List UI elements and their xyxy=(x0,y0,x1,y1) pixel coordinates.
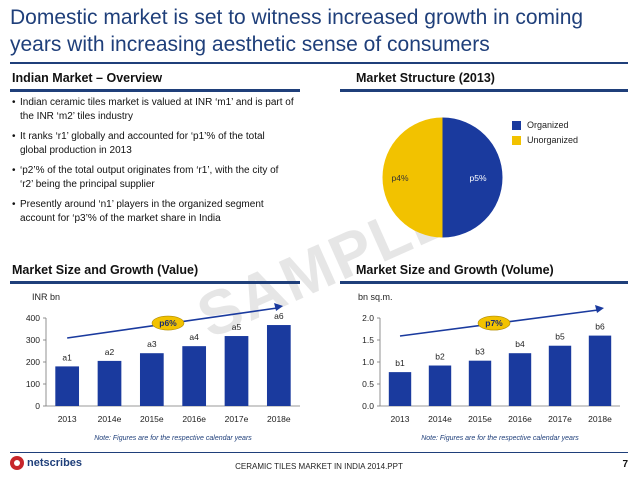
growth-arrow-head xyxy=(595,305,604,313)
legend-label-unorganized: Unorganized xyxy=(527,135,579,145)
volume-bar-chart: bn sq.m. 0.0 0.5 1.0 1.5 2.0 b1 2013 b2 2014e b3 20… xyxy=(358,292,620,442)
bar xyxy=(224,336,249,406)
y-tick-label: 0.5 xyxy=(362,379,374,389)
netscribes-logo: netscribes xyxy=(10,456,82,470)
bar-data-label: b2 xyxy=(435,352,445,362)
bullet-item: Presently around ‘n1’ players in the org… xyxy=(12,198,294,226)
overview-bullets: Indian ceramic tiles market is valued at… xyxy=(12,96,294,232)
x-tick-label: 2015e xyxy=(140,414,164,424)
legend-label-organized: Organized xyxy=(527,120,569,130)
y-tick-label: 200 xyxy=(26,357,40,367)
cagr-label: p6% xyxy=(159,318,177,328)
bar xyxy=(508,353,532,406)
structure-divider xyxy=(340,89,628,92)
bar xyxy=(468,360,492,406)
x-tick-label: 2016e xyxy=(182,414,206,424)
pie-slice-unorganized xyxy=(382,117,443,238)
value-heading: Market Size and Growth (Value) xyxy=(12,263,199,277)
page-number: 7 xyxy=(622,459,628,470)
y-tick-label: 0.0 xyxy=(362,401,374,411)
logo-text: netscribes xyxy=(27,457,83,469)
legend-item-organized: Organized xyxy=(512,120,578,130)
bar xyxy=(139,353,164,406)
bullet-item: It ranks ‘r1’ globally and accounted for… xyxy=(12,130,294,158)
bar xyxy=(182,346,207,406)
volume-heading: Market Size and Growth (Volume) xyxy=(356,263,554,277)
footer-divider xyxy=(10,452,628,453)
title-divider xyxy=(10,62,628,64)
bullet-item: ‘p2’% of the total output originates fro… xyxy=(12,164,294,192)
slide-title: Domestic market is set to witness increa… xyxy=(10,6,584,56)
cagr-badge xyxy=(151,315,185,331)
bar-data-label: a5 xyxy=(232,322,242,332)
bar-data-label: b5 xyxy=(555,332,565,342)
growth-arrow-head xyxy=(274,303,284,311)
x-tick-label: 2018e xyxy=(588,414,612,424)
unit-label: bn sq.m. xyxy=(358,292,393,302)
logo-icon xyxy=(10,456,24,470)
legend-item-unorganized: Unorganized xyxy=(512,135,578,145)
x-tick-label: 2016e xyxy=(508,414,532,424)
overview-heading: Indian Market – Overview xyxy=(12,71,163,85)
y-tick-label: 300 xyxy=(26,335,40,345)
pie-label-unorganized: p4% xyxy=(391,173,408,183)
bar-data-label: a4 xyxy=(189,332,199,342)
bullet-item: Indian ceramic tiles market is valued at… xyxy=(12,96,294,124)
bar xyxy=(388,372,412,406)
market-structure-pie: p5% p4% xyxy=(382,117,503,238)
bar xyxy=(266,325,291,406)
x-tick-label: 2014e xyxy=(98,414,122,424)
bar xyxy=(428,365,452,406)
bar-data-label: b1 xyxy=(395,358,405,368)
bar xyxy=(97,360,122,406)
bar xyxy=(55,366,80,406)
overview-divider xyxy=(10,89,300,92)
bar-data-label: a3 xyxy=(147,339,157,349)
unit-label: INR bn xyxy=(32,292,60,302)
value-bar-chart: INR bn 0 100 200 300 400 a1 2013 a2 2014e a3 2015e a… xyxy=(26,292,300,442)
cagr-label: p7% xyxy=(485,318,503,328)
x-tick-label: 2017e xyxy=(225,414,249,424)
pie-label-organized: p5% xyxy=(469,173,486,183)
pie-legend: Organized Unorganized xyxy=(512,120,578,150)
y-tick-label: 400 xyxy=(26,313,40,323)
footer-file-name: CERAMIC TILES MARKET IN INDIA 2014.PPT xyxy=(235,462,403,471)
bar xyxy=(588,335,612,406)
x-tick-label: 2014e xyxy=(428,414,452,424)
legend-swatch-organized xyxy=(512,120,521,130)
bar-data-label: b4 xyxy=(515,339,525,349)
x-tick-label: 2013 xyxy=(58,414,77,424)
value-divider xyxy=(10,281,300,284)
legend-swatch-unorganized xyxy=(512,135,521,145)
y-tick-label: 0 xyxy=(35,401,40,411)
y-tick-label: 1.0 xyxy=(362,357,374,367)
y-tick-label: 1.5 xyxy=(362,335,374,345)
x-tick-label: 2018e xyxy=(267,414,291,424)
structure-heading: Market Structure (2013) xyxy=(356,71,495,85)
cagr-badge xyxy=(477,315,511,331)
y-tick-label: 2.0 xyxy=(362,313,374,323)
volume-divider xyxy=(340,281,628,284)
bar-data-label: b3 xyxy=(475,347,485,357)
pie-slice-organized xyxy=(442,117,503,238)
chart-note: Note: Figures are for the respective cal… xyxy=(421,435,579,442)
bar-data-label: a1 xyxy=(62,352,72,362)
chart-note: Note: Figures are for the respective cal… xyxy=(94,435,252,442)
bar-data-label: b6 xyxy=(595,322,605,332)
bar-data-label: a2 xyxy=(105,347,115,357)
bar xyxy=(548,345,572,406)
x-tick-label: 2013 xyxy=(391,414,410,424)
x-tick-label: 2015e xyxy=(468,414,492,424)
x-tick-label: 2017e xyxy=(548,414,572,424)
y-tick-label: 100 xyxy=(26,379,40,389)
bar-data-label: a6 xyxy=(274,311,284,321)
